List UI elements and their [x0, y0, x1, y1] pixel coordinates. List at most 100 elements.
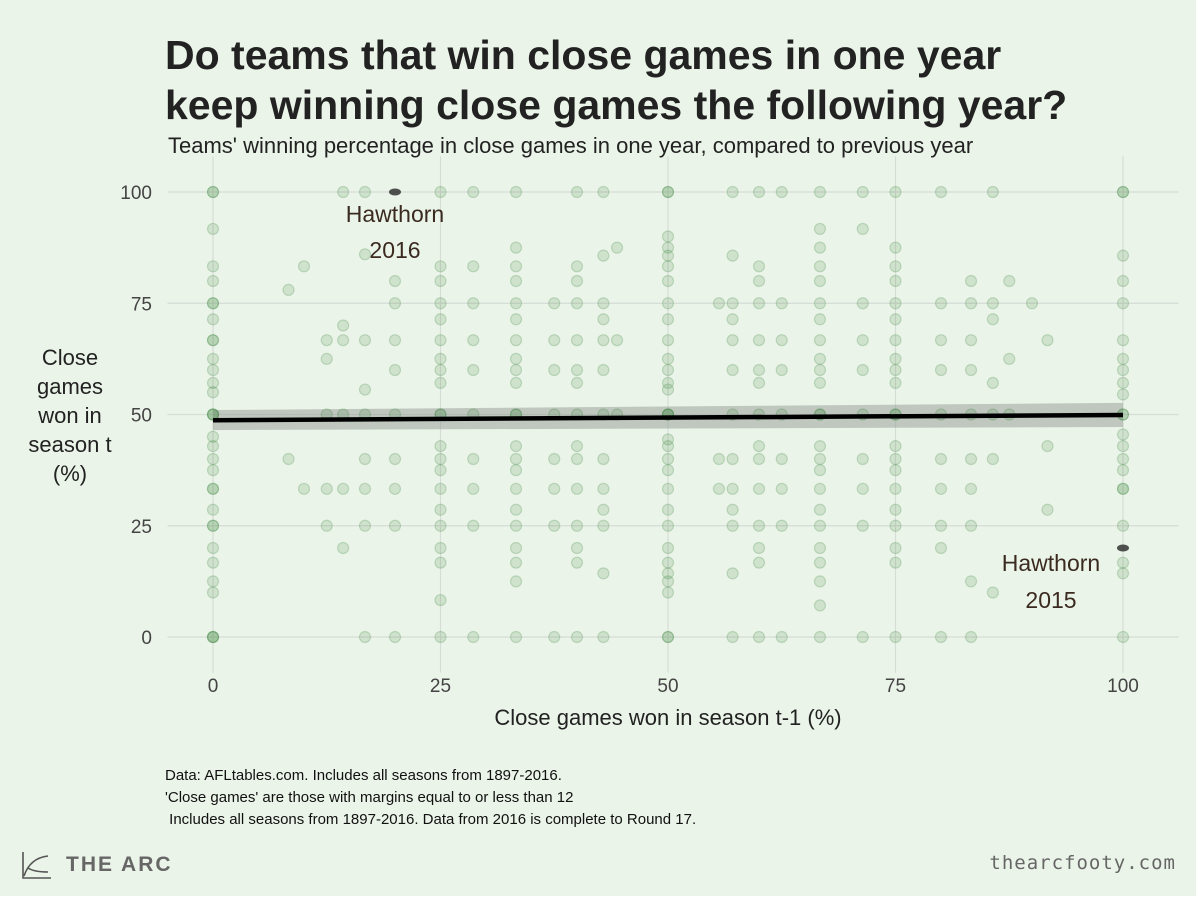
- data-point: [964, 630, 978, 644]
- data-point: [934, 630, 948, 644]
- data-point: [337, 319, 350, 332]
- data-point: [813, 313, 827, 326]
- data-point: [509, 575, 523, 588]
- data-point: [548, 297, 561, 310]
- data-point: [434, 482, 447, 495]
- data-point: [813, 503, 827, 516]
- data-point: [358, 185, 372, 199]
- data-point: [206, 185, 220, 199]
- x-tick-label: 0: [208, 676, 219, 697]
- data-point: [467, 297, 480, 310]
- data-point: [889, 260, 902, 273]
- data-point: [661, 630, 675, 644]
- data-point: [856, 185, 869, 199]
- data-point: [337, 541, 350, 555]
- data-point: [509, 556, 523, 569]
- data-point: [434, 630, 447, 644]
- data-point: [889, 313, 902, 326]
- data-point: [570, 519, 584, 532]
- y-axis-label: Close games won in season t (%): [28, 345, 112, 486]
- data-point: [206, 274, 220, 288]
- chart-subtitle: Teams' winning percentage in close games…: [168, 133, 974, 158]
- chart-title: Do teams that win close games in one yea…: [165, 30, 1067, 130]
- data-point: [726, 363, 739, 377]
- data-point: [206, 556, 220, 569]
- data-point: [1116, 376, 1130, 390]
- data-point: [467, 185, 480, 199]
- data-point: [1116, 464, 1130, 477]
- data-point: [661, 575, 675, 588]
- highlighted-point: [1117, 544, 1129, 552]
- data-point: [752, 439, 766, 453]
- footnotes: Data: AFLtables.com. Includes all season…: [165, 765, 696, 831]
- data-point: [726, 249, 739, 262]
- data-point: [206, 482, 220, 495]
- data-point: [775, 185, 788, 199]
- data-point: [297, 482, 311, 495]
- data-point: [509, 503, 523, 516]
- data-point: [856, 519, 869, 532]
- x-tick-label: 50: [657, 676, 678, 697]
- axis-ticks: 0 25 50 75 100 0 25 50 75 100: [120, 183, 1139, 697]
- data-point: [570, 439, 584, 453]
- data-point: [661, 297, 675, 310]
- data-point: [597, 313, 610, 326]
- note-line: Includes all seasons from 1897-2016. Dat…: [165, 811, 697, 828]
- data-point: [206, 482, 220, 495]
- data-point: [434, 260, 447, 273]
- data-point: [726, 452, 739, 466]
- data-point: [856, 482, 869, 495]
- logo-text: THE ARC: [66, 853, 173, 876]
- data-point: [1116, 274, 1130, 288]
- data-point: [752, 297, 766, 310]
- data-point: [889, 334, 902, 347]
- data-point: [509, 334, 523, 347]
- data-point: [467, 482, 480, 495]
- data-point: [661, 439, 675, 453]
- data-point: [206, 334, 220, 347]
- x-tick-label: 25: [430, 676, 451, 697]
- data-point: [548, 363, 561, 377]
- data-point: [726, 630, 739, 644]
- data-point: [1116, 352, 1130, 365]
- data-point: [856, 222, 869, 236]
- data-point: [775, 630, 788, 644]
- data-point: [1041, 439, 1054, 453]
- data-point: [752, 482, 766, 495]
- data-point: [813, 482, 827, 495]
- data-point: [548, 482, 561, 495]
- data-point: [509, 464, 523, 477]
- data-point: [752, 363, 766, 377]
- title-line: Do teams that win close games in one yea…: [165, 32, 1002, 78]
- data-point: [358, 630, 372, 644]
- data-point: [467, 519, 480, 532]
- data-point: [1116, 185, 1130, 199]
- data-point: [388, 482, 402, 495]
- data-point: [570, 376, 584, 390]
- data-point: [661, 260, 675, 273]
- data-point: [964, 297, 978, 310]
- data-point: [206, 185, 220, 199]
- data-point: [1116, 185, 1130, 199]
- data-point: [206, 439, 220, 453]
- trend-line: [212, 412, 1124, 423]
- data-point: [467, 363, 480, 377]
- data-point: [661, 586, 675, 599]
- data-point: [467, 334, 480, 347]
- data-point: [509, 185, 523, 199]
- data-point: [889, 297, 902, 310]
- data-point: [434, 541, 447, 555]
- data-point: [889, 482, 902, 495]
- data-point: [434, 464, 447, 477]
- data-point: [813, 222, 827, 236]
- data-point: [509, 519, 523, 532]
- data-point: [206, 452, 220, 466]
- data-point: [548, 334, 561, 347]
- data-point: [752, 274, 766, 288]
- data-point: [206, 376, 220, 390]
- data-point: [889, 630, 902, 644]
- data-point: [775, 452, 788, 466]
- data-point: [1116, 452, 1130, 466]
- data-point: [712, 452, 726, 466]
